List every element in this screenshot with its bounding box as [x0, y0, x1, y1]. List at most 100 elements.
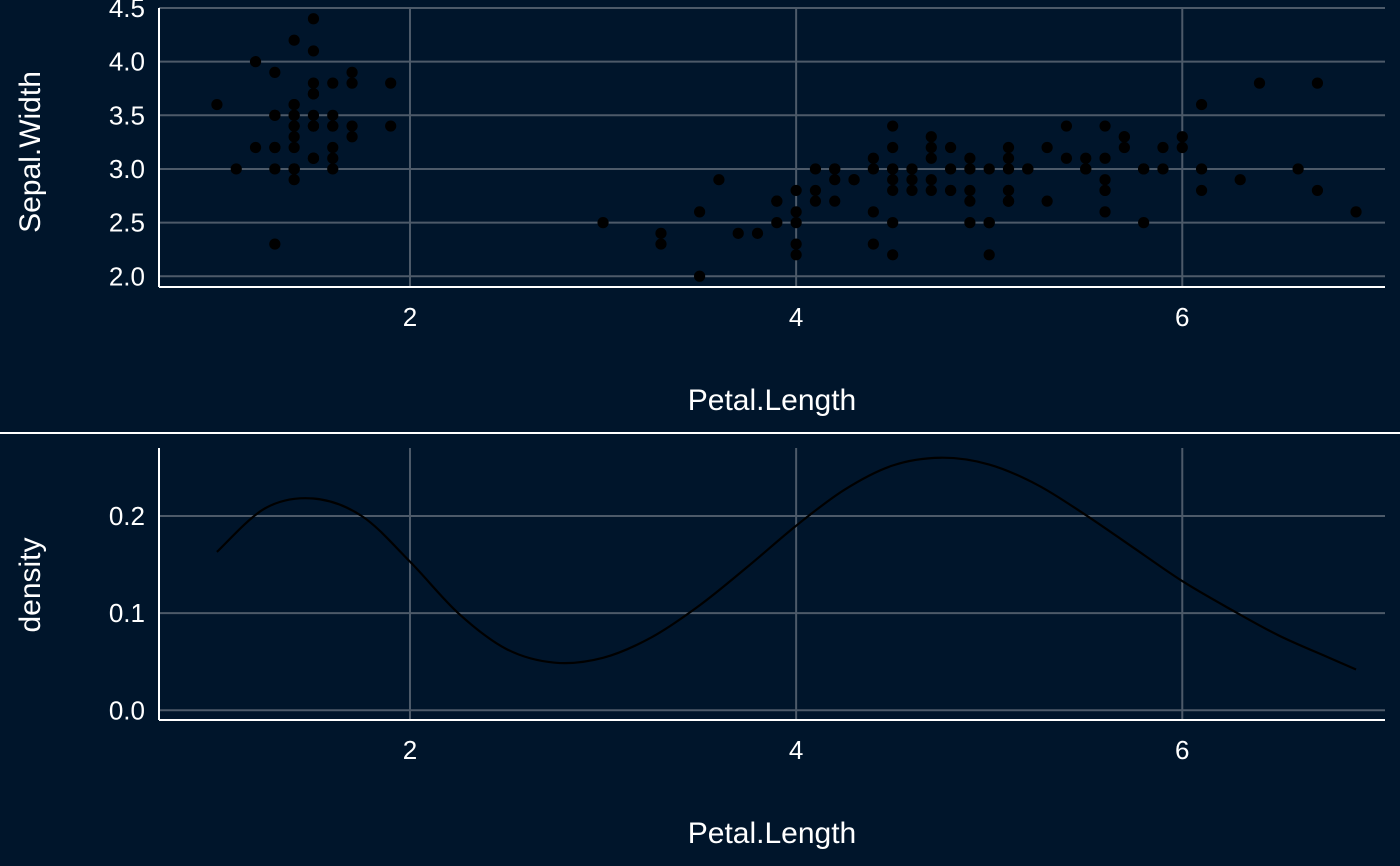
scatter-point	[269, 163, 281, 175]
scatter-point	[983, 163, 995, 175]
scatter-point	[906, 184, 918, 197]
scatter-point	[327, 163, 339, 175]
scatter-point	[1002, 152, 1015, 164]
scatter-point	[307, 120, 320, 132]
scatter-point	[732, 227, 744, 239]
scatter-point	[1292, 163, 1304, 175]
scatter-point	[1099, 152, 1111, 164]
scatter-point	[790, 238, 802, 250]
scatter-y-tick-label: 4.5	[109, 0, 145, 23]
scatter-point	[1138, 163, 1150, 175]
density-y-tick-labels: 0.0 0.1 0.2	[109, 501, 145, 725]
scatter-point	[887, 141, 899, 154]
scatter-point	[307, 45, 320, 57]
scatter-y-tick-label: 4.0	[109, 47, 145, 77]
scatter-point	[1157, 163, 1169, 175]
scatter-point	[288, 163, 300, 175]
density-y-tick-label: 0.1	[109, 598, 145, 628]
scatter-y-tick-label: 3.0	[109, 154, 145, 184]
density-x-tick-labels: 2 4 6	[403, 735, 1190, 765]
scatter-point	[1195, 163, 1208, 175]
scatter-point	[964, 217, 976, 229]
scatter-point	[1118, 131, 1130, 143]
scatter-point	[1099, 174, 1111, 186]
scatter-point	[307, 13, 320, 25]
density-panel: 2 4 6 0.0 0.1 0.2 Petal.Length density	[14, 448, 1385, 850]
scatter-point	[1099, 206, 1111, 218]
scatter-point	[693, 206, 706, 218]
scatter-point	[944, 141, 957, 154]
scatter-point	[809, 184, 822, 197]
scatter-point	[307, 88, 320, 100]
scatter-point	[1041, 141, 1053, 154]
scatter-point	[288, 34, 300, 46]
scatter-point	[327, 77, 339, 89]
scatter-points	[211, 13, 1362, 282]
scatter-point	[944, 184, 957, 197]
scatter-x-tick-label: 6	[1175, 302, 1189, 332]
scatter-point	[867, 152, 879, 164]
scatter-point	[713, 174, 725, 186]
scatter-y-tick-labels: 2.0 2.5 3.0 3.5 4.0 4.5	[109, 0, 145, 291]
scatter-point	[1099, 120, 1111, 132]
scatter-y-tick-label: 2.5	[109, 208, 145, 238]
scatter-point	[1060, 152, 1073, 164]
scatter-point	[983, 249, 995, 261]
density-y-tick-label: 0.2	[109, 501, 145, 531]
scatter-point	[346, 66, 358, 78]
scatter-point	[327, 141, 339, 154]
scatter-point	[809, 195, 822, 207]
scatter-point	[848, 174, 860, 186]
scatter-point	[829, 163, 841, 175]
scatter-point	[790, 184, 802, 197]
scatter-x-tick-label: 4	[789, 302, 803, 332]
scatter-point	[288, 174, 300, 186]
density-x-tick-label: 6	[1175, 735, 1189, 765]
scatter-point	[655, 238, 667, 250]
scatter-point	[906, 163, 918, 175]
scatter-point	[288, 109, 300, 121]
scatter-point	[385, 120, 397, 132]
scatter-point	[983, 217, 995, 229]
scatter-point	[288, 131, 300, 143]
scatter-y-tick-label: 2.0	[109, 261, 145, 291]
scatter-point	[307, 109, 320, 121]
scatter-point	[887, 249, 899, 261]
scatter-point	[887, 163, 899, 175]
scatter-point	[327, 120, 339, 132]
density-series-line	[216, 456, 1357, 671]
scatter-point	[1311, 77, 1324, 89]
scatter-point	[751, 227, 764, 239]
scatter-point	[1041, 195, 1053, 207]
scatter-point	[809, 163, 822, 175]
scatter-y-tick-label: 3.5	[109, 100, 145, 130]
scatter-point	[307, 152, 320, 164]
scatter-point	[1002, 163, 1015, 175]
scatter-point	[597, 217, 609, 229]
scatter-point	[925, 184, 937, 197]
scatter-point	[1118, 141, 1130, 154]
scatter-point	[1176, 141, 1188, 154]
scatter-point	[887, 184, 899, 197]
scatter-point	[269, 66, 281, 78]
scatter-point	[944, 163, 957, 175]
density-x-axis-title: Petal.Length	[688, 817, 856, 850]
scatter-point	[1234, 174, 1246, 186]
scatter-point	[1002, 195, 1015, 207]
density-x-tick-label: 4	[789, 735, 803, 765]
scatter-point	[230, 163, 242, 175]
scatter-point	[887, 217, 899, 229]
scatter-point	[307, 77, 320, 89]
scatter-point	[771, 195, 783, 207]
scatter-point	[925, 152, 937, 164]
scatter-panel: 2 4 6 2.0 2.5 3.0 3.5 4.0 4.5 Petal.Length Sepa…	[14, 0, 1385, 417]
scatter-point	[887, 174, 899, 186]
scatter-point	[249, 141, 262, 154]
scatter-point	[925, 141, 937, 154]
scatter-point	[790, 206, 802, 218]
scatter-grid	[159, 7, 1385, 287]
density-y-tick-label: 0.0	[109, 695, 145, 725]
scatter-point	[1157, 141, 1169, 154]
scatter-point	[964, 152, 976, 164]
